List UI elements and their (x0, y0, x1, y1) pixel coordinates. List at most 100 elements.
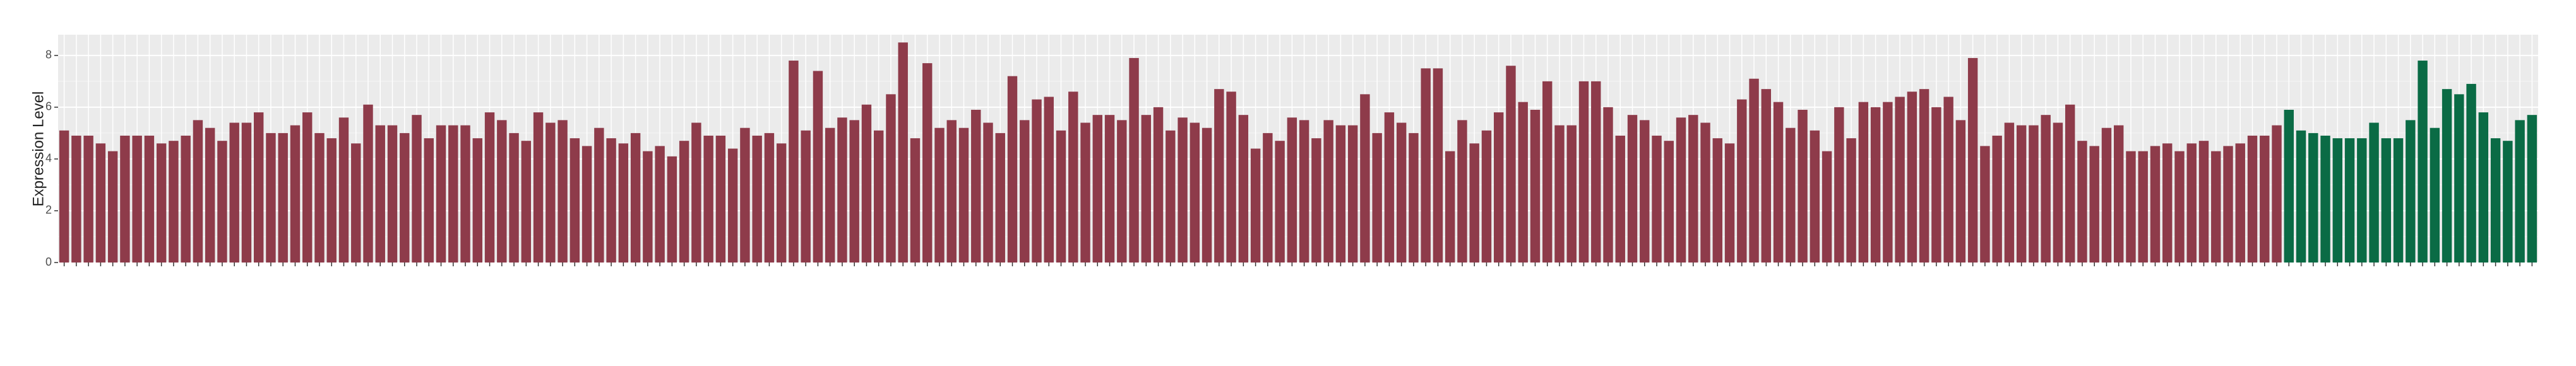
bar (715, 135, 726, 263)
bar (1566, 125, 1577, 263)
bar (375, 125, 385, 263)
bar (1080, 122, 1090, 263)
bar (1578, 81, 1589, 263)
bar (1433, 68, 1443, 263)
bar (1761, 89, 1772, 263)
bar (1092, 115, 1102, 263)
bar (2186, 143, 2197, 263)
bar (2430, 127, 2440, 263)
bar (1275, 141, 1285, 263)
bar (691, 122, 701, 263)
bar (1494, 112, 1504, 263)
bar (2369, 122, 2379, 263)
bar (2065, 104, 2075, 263)
bar (752, 135, 762, 263)
bar (169, 141, 179, 263)
bar (1627, 115, 1638, 263)
bar (2344, 138, 2355, 263)
bar (1712, 138, 1722, 263)
bar (789, 61, 799, 263)
bar (594, 127, 604, 263)
y-axis-label: Expression Level (30, 92, 47, 207)
bar (1153, 107, 1164, 263)
bar (95, 143, 106, 263)
bar (898, 42, 908, 263)
bar (1141, 115, 1152, 263)
bar (241, 122, 252, 263)
bar (1664, 141, 1674, 263)
bar (400, 133, 410, 263)
bar (1955, 120, 1966, 263)
bar (1238, 115, 1249, 263)
bar (1591, 81, 1601, 263)
bar (2503, 141, 2513, 263)
y-tick-label: 2 (45, 204, 52, 216)
bar (655, 146, 665, 263)
bar (144, 135, 155, 263)
bar (132, 135, 142, 263)
bar (1798, 109, 1808, 263)
bar (1676, 117, 1686, 263)
bar (934, 127, 945, 263)
bar (2478, 112, 2489, 263)
bar (1032, 99, 1042, 263)
bar (2357, 138, 2367, 263)
bar (813, 71, 823, 263)
bar (351, 143, 361, 263)
bar (1603, 107, 1613, 263)
bar (1883, 102, 1893, 263)
bar (1773, 102, 1784, 263)
bar (1421, 68, 1431, 263)
y-tick-label: 8 (45, 49, 52, 61)
bar (1323, 120, 1333, 263)
bar (2308, 133, 2318, 263)
bar (1907, 92, 1917, 263)
bar (581, 146, 592, 263)
bar (546, 122, 556, 263)
bar (1481, 130, 1492, 263)
bar (412, 115, 422, 263)
bar (643, 151, 653, 263)
bar (314, 133, 325, 263)
bar (2393, 138, 2404, 263)
bar (2089, 146, 2099, 263)
bar (266, 133, 276, 263)
bar (1129, 57, 1139, 263)
bar (2454, 94, 2464, 263)
bar (2174, 151, 2185, 263)
bar (703, 135, 713, 263)
bar (1858, 102, 1869, 263)
bar (71, 135, 81, 263)
bar (1846, 138, 1856, 263)
bar (2272, 125, 2282, 263)
bar (2442, 89, 2452, 263)
bar (472, 138, 482, 263)
bar (83, 135, 93, 263)
bar (1226, 92, 1236, 263)
bar (679, 141, 689, 263)
bar (1810, 130, 1820, 263)
bar (2041, 115, 2051, 263)
bar (1020, 120, 1030, 263)
bar (2162, 143, 2173, 263)
bar (569, 138, 580, 263)
bar (1190, 122, 1200, 263)
bar (971, 109, 981, 263)
bar (801, 130, 811, 263)
bar (1445, 151, 1455, 263)
bar (2029, 125, 2039, 263)
bar (2114, 125, 2124, 263)
bar (1931, 107, 1941, 263)
bar (1469, 143, 1479, 263)
bar (2381, 138, 2392, 263)
bar (1287, 117, 1297, 263)
bar (727, 148, 738, 263)
bar (1372, 133, 1382, 263)
bar (181, 135, 191, 263)
bar (776, 143, 787, 263)
bar (764, 133, 775, 263)
bar (1299, 120, 1309, 263)
bar (2490, 138, 2501, 263)
bar (1311, 138, 1321, 263)
bar (497, 120, 507, 263)
